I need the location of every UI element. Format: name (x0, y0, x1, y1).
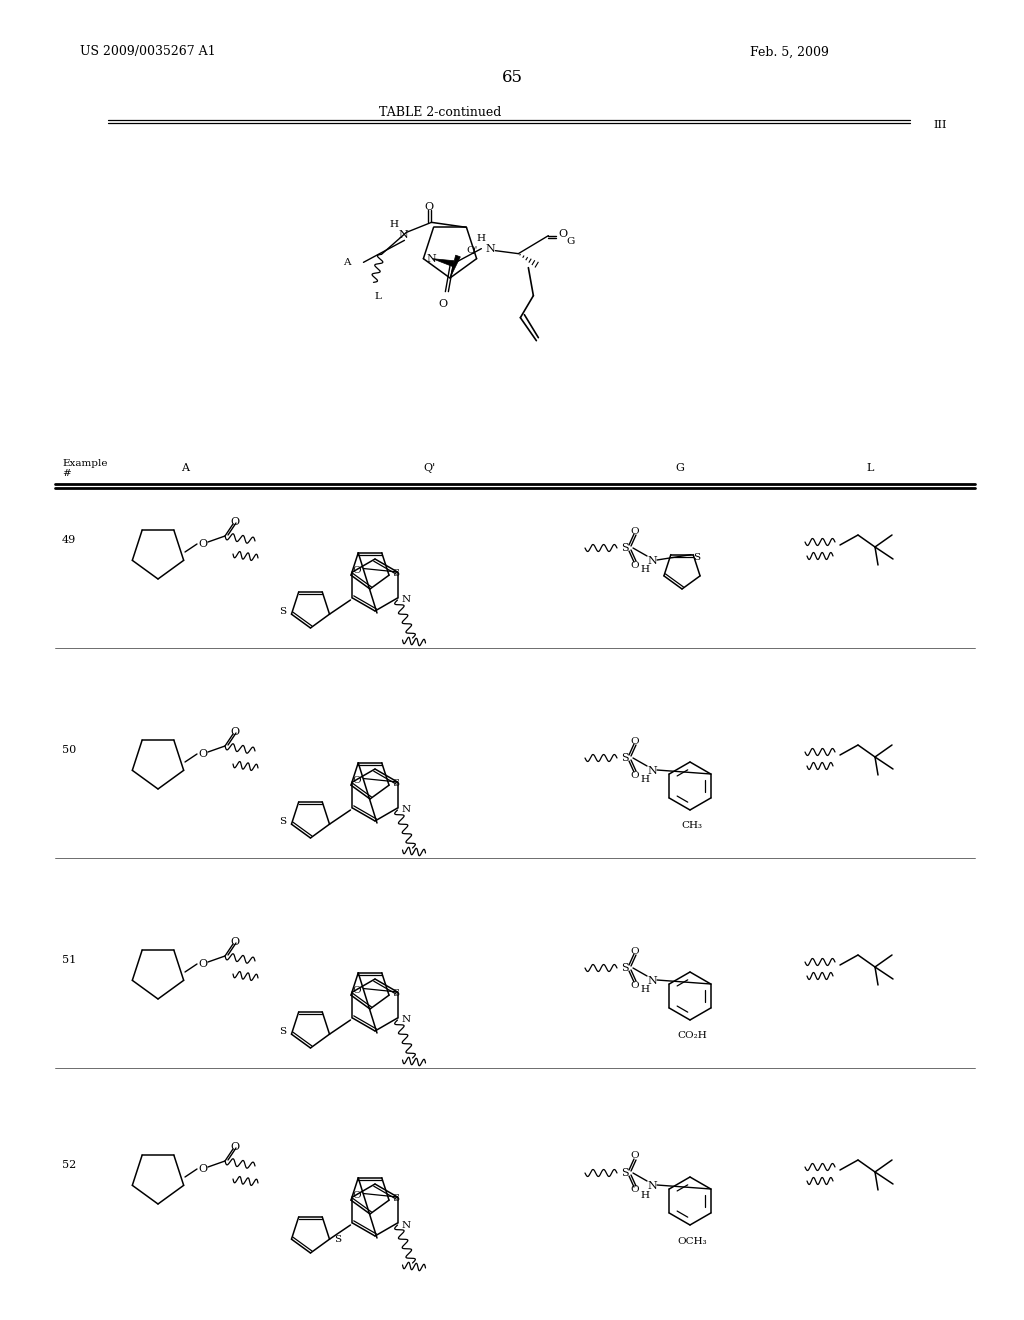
Text: US 2009/0035267 A1: US 2009/0035267 A1 (80, 45, 216, 58)
Text: O: O (352, 776, 360, 785)
Text: O: O (230, 1142, 240, 1152)
Text: S: S (392, 1193, 399, 1203)
Text: N: N (398, 231, 409, 240)
Text: O: O (631, 946, 639, 956)
Text: N: N (402, 595, 411, 605)
Text: O: O (352, 566, 360, 576)
Text: O: O (199, 539, 208, 549)
Text: O: O (631, 771, 639, 780)
Text: G: G (676, 463, 684, 473)
Text: H: H (640, 565, 649, 574)
Text: CO₂H: CO₂H (677, 1031, 707, 1040)
Text: O: O (631, 561, 639, 569)
Text: A: A (181, 463, 189, 473)
Text: S: S (279, 1027, 286, 1036)
Text: Example: Example (62, 458, 108, 467)
Text: H: H (640, 776, 649, 784)
Polygon shape (432, 259, 454, 267)
Text: O: O (199, 960, 208, 969)
Text: N: N (485, 244, 496, 253)
Text: O: O (631, 1185, 639, 1195)
Text: Q': Q' (466, 246, 477, 255)
Text: S: S (622, 752, 629, 763)
Text: S: S (392, 569, 399, 578)
Text: N: N (647, 975, 656, 986)
Text: O: O (559, 228, 568, 239)
Text: TABLE 2-continued: TABLE 2-continued (379, 107, 501, 120)
Text: H: H (390, 220, 399, 228)
Text: 51: 51 (62, 954, 76, 965)
Text: III: III (933, 120, 947, 129)
Text: G: G (566, 238, 574, 246)
Text: N: N (647, 766, 656, 776)
Text: S: S (392, 989, 399, 998)
Text: Q': Q' (424, 463, 436, 473)
Text: A: A (343, 257, 350, 267)
Text: Feb. 5, 2009: Feb. 5, 2009 (750, 45, 828, 58)
Text: L: L (866, 463, 873, 473)
Text: #: # (62, 470, 71, 479)
Text: S: S (622, 543, 629, 553)
Text: L: L (374, 292, 381, 301)
Text: O: O (230, 937, 240, 946)
Text: N: N (402, 805, 411, 814)
Text: O: O (352, 1191, 360, 1200)
Text: S: S (622, 1168, 629, 1177)
Text: O: O (352, 986, 360, 995)
Text: S: S (279, 817, 286, 826)
Text: H: H (640, 986, 649, 994)
Text: O: O (439, 298, 447, 309)
Text: O: O (424, 202, 433, 213)
Text: O: O (230, 727, 240, 737)
Text: 49: 49 (62, 535, 76, 545)
Polygon shape (450, 255, 461, 279)
Text: S: S (392, 779, 399, 788)
Text: 50: 50 (62, 744, 76, 755)
Text: H: H (477, 234, 485, 243)
Text: N: N (647, 556, 656, 566)
Text: H: H (640, 1191, 649, 1200)
Text: S: S (622, 964, 629, 973)
Text: O: O (631, 737, 639, 746)
Text: S: S (334, 1234, 341, 1243)
Text: O: O (631, 981, 639, 990)
Text: OCH₃: OCH₃ (677, 1237, 707, 1246)
Text: O: O (199, 1164, 208, 1173)
Text: O: O (199, 748, 208, 759)
Text: N: N (402, 1015, 411, 1024)
Text: O: O (631, 1151, 639, 1160)
Text: N: N (426, 253, 436, 264)
Text: 52: 52 (62, 1160, 76, 1170)
Text: O: O (230, 517, 240, 527)
Text: S: S (693, 553, 700, 562)
Text: S: S (279, 607, 286, 615)
Text: O: O (631, 527, 639, 536)
Text: 65: 65 (502, 69, 522, 86)
Text: N: N (402, 1221, 411, 1229)
Text: N: N (647, 1181, 656, 1191)
Text: CH₃: CH₃ (682, 821, 702, 830)
